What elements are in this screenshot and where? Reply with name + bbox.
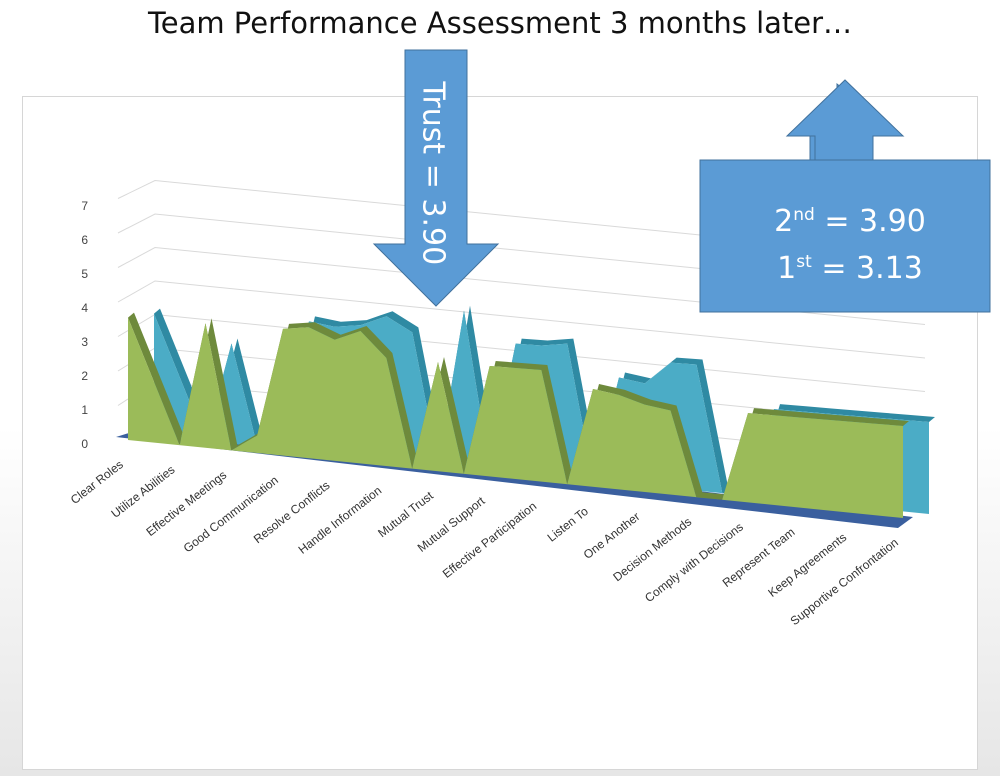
score-callout-text: 2nd = 3.90 1st = 3.13 — [700, 195, 1000, 289]
up-arrow-head — [785, 79, 905, 161]
category-label: Listen To — [545, 504, 592, 545]
slide-title: Team Performance Assessment 3 months lat… — [147, 6, 853, 40]
y-tick-label: 6 — [81, 233, 88, 247]
series-face — [128, 317, 903, 518]
trust-callout-text: Trust = 3.90 — [415, 81, 451, 266]
gridline — [117, 213, 926, 292]
trust-down-arrow — [372, 49, 500, 307]
y-axis-ticks: 0 1 2 3 4 5 6 7 — [81, 199, 88, 451]
y-tick-label: 7 — [81, 199, 88, 213]
series-side — [154, 305, 935, 496]
y-tick-label: 5 — [81, 267, 88, 281]
y-tick-label: 1 — [81, 403, 88, 417]
category-label: One Another — [581, 509, 643, 562]
category-label: Comply with Decisions — [642, 520, 746, 605]
y-tick-label: 0 — [81, 437, 88, 451]
gridline — [117, 179, 926, 258]
category-label: Effective Participation — [440, 499, 539, 581]
callout-shapes — [372, 49, 991, 313]
first-score-line: 1st = 3.13 — [777, 251, 923, 286]
gridline — [117, 246, 926, 325]
second-score-line: 2nd = 3.90 — [774, 204, 926, 239]
series-first — [128, 312, 909, 518]
category-label: Supportive Confrontation — [788, 535, 901, 628]
y-tick-label: 3 — [81, 335, 88, 349]
category-label: Clear Roles — [68, 457, 126, 507]
gridline — [117, 280, 926, 359]
category-label: Mutual Trust — [375, 488, 436, 540]
y-tick-label: 4 — [81, 301, 88, 315]
y-tick-label: 2 — [81, 369, 88, 383]
score-box — [699, 159, 991, 313]
category-label: Good Communication — [181, 473, 281, 555]
